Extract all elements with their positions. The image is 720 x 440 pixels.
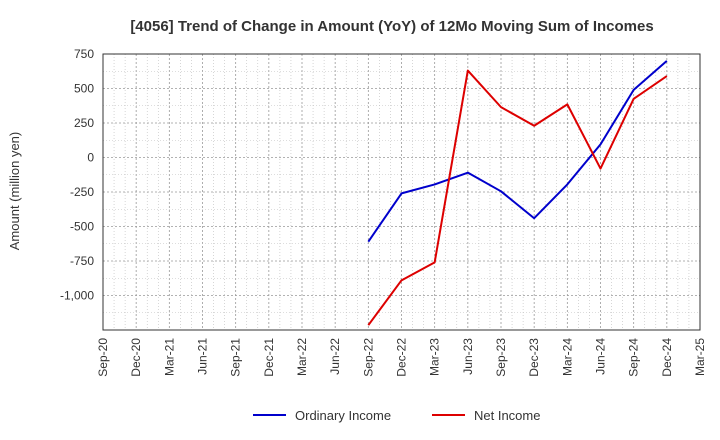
x-tick-label: Mar-22 — [295, 338, 309, 376]
y-axis-label: Amount (million yen) — [7, 132, 22, 251]
y-tick-label: 250 — [74, 116, 94, 130]
chart-title: [4056] Trend of Change in Amount (YoY) o… — [130, 18, 653, 35]
series-line-net-income — [367, 69, 668, 326]
plot-area — [102, 53, 701, 331]
y-tick-label: -1,000 — [60, 289, 94, 303]
y-tick-label: 750 — [74, 47, 94, 61]
x-tick-label: Mar-21 — [162, 338, 176, 376]
x-tick-label: Dec-22 — [395, 338, 409, 377]
x-tick-label: Mar-24 — [560, 338, 574, 376]
x-tick-label: Sep-23 — [494, 338, 508, 377]
x-tick-label: Dec-23 — [527, 338, 541, 377]
x-tick-label: Jun-21 — [196, 338, 210, 375]
y-tick-label: 0 — [87, 151, 94, 165]
grid-lines — [103, 53, 700, 330]
x-tick-label: Dec-20 — [129, 338, 143, 377]
series-lines — [367, 60, 668, 326]
x-axis-ticks: Sep-20 Dec-20 Mar-21 Jun-21 Sep-21 Dec-21 Mar-… — [96, 338, 707, 377]
x-tick-label: Sep-20 — [96, 338, 110, 377]
x-tick-label: Jun-22 — [328, 338, 342, 375]
x-tick-label: Dec-21 — [262, 338, 276, 377]
y-tick-label: -250 — [70, 185, 94, 199]
x-tick-label: Dec-24 — [660, 338, 674, 377]
x-tick-label: Jun-24 — [594, 338, 608, 375]
x-tick-label: Mar-23 — [428, 338, 442, 376]
y-tick-label: 500 — [74, 82, 94, 96]
x-tick-label: Jun-23 — [461, 338, 475, 375]
legend: Ordinary Income Net Income — [253, 408, 540, 423]
legend-label: Ordinary Income — [295, 408, 391, 423]
x-tick-label: Sep-22 — [361, 338, 375, 377]
x-tick-label: Sep-24 — [627, 338, 641, 377]
y-tick-label: -750 — [70, 254, 94, 268]
x-tick-label: Mar-25 — [693, 338, 707, 376]
y-axis-ticks: 750 500 250 0 -250 -500 -750 -1,000 — [60, 47, 94, 303]
series-line-ordinary-income — [367, 60, 668, 243]
legend-label: Net Income — [474, 408, 540, 423]
y-tick-label: -500 — [70, 220, 94, 234]
x-tick-label: Sep-21 — [229, 338, 243, 377]
